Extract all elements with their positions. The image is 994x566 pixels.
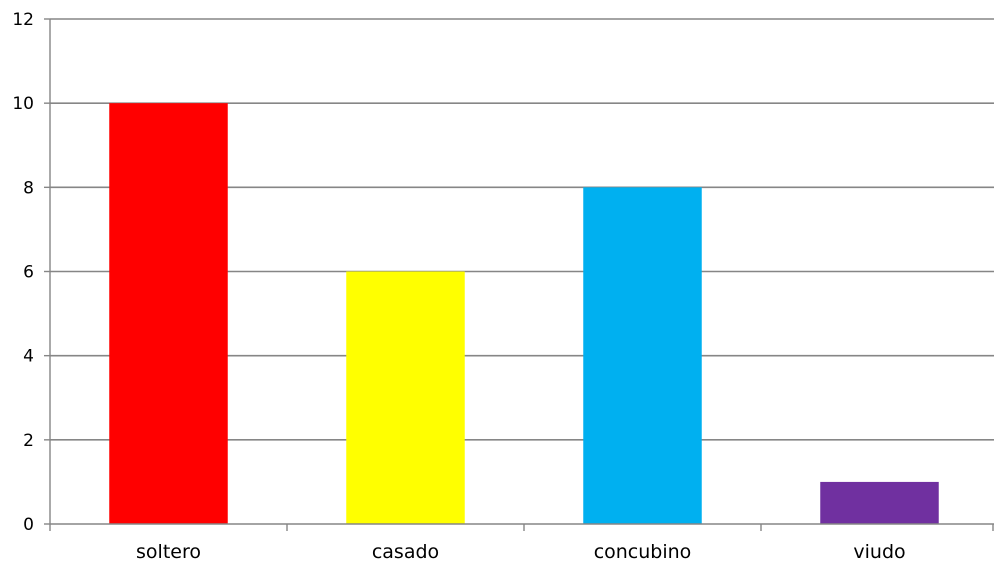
x-tick-label: casado — [372, 541, 439, 563]
bars — [109, 103, 939, 525]
bar-concubino — [583, 187, 702, 525]
x-tick-label: soltero — [136, 541, 201, 563]
x-tick-label: concubino — [594, 541, 692, 563]
y-tick-label: 8 — [23, 178, 34, 198]
y-axis: 0 2 4 6 8 10 12 — [12, 10, 51, 535]
bar-soltero — [109, 103, 228, 525]
y-tick-label: 6 — [23, 263, 34, 283]
bar-casado — [346, 271, 465, 524]
x-axis: soltero casado concubino viudo — [49, 523, 994, 563]
x-tick-label: viudo — [853, 541, 905, 563]
y-tick-label: 10 — [12, 94, 34, 114]
y-tick-label: 4 — [23, 347, 34, 367]
bar-viudo — [820, 481, 939, 524]
y-tick-label: 0 — [23, 515, 34, 535]
y-tick-label: 12 — [12, 10, 34, 30]
y-tick-label: 2 — [23, 431, 34, 451]
